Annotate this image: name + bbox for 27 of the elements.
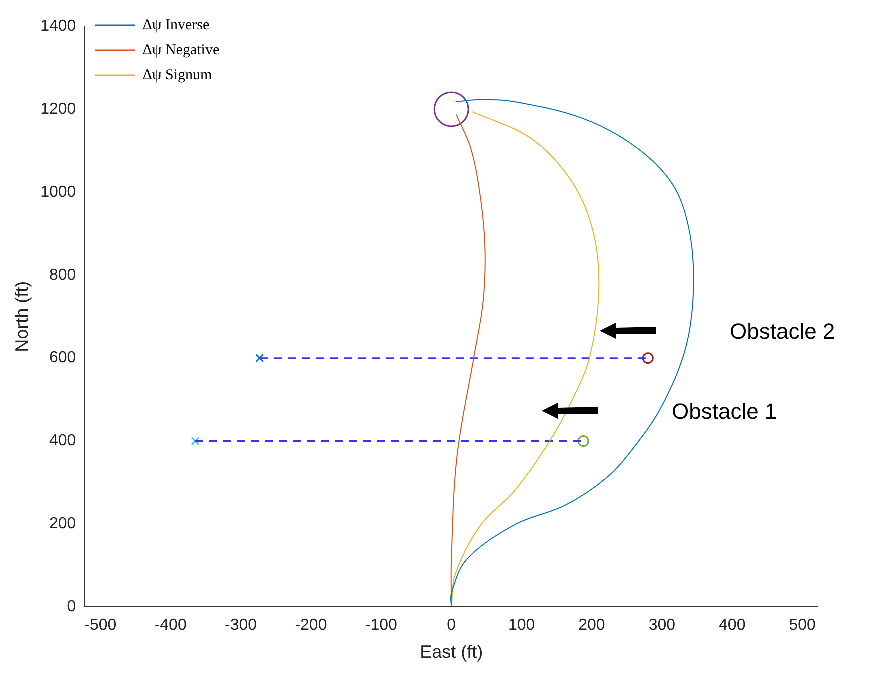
x-tick-label: -500 [84, 617, 117, 634]
x-tick-label: 0 [447, 617, 456, 634]
x-tick-label: 400 [719, 617, 746, 634]
x-tick-label: -200 [295, 617, 328, 634]
legend-label: Δψ Inverse [142, 17, 210, 34]
y-tick-label: 400 [49, 432, 76, 450]
y-axis-title: North (ft) [12, 281, 32, 352]
y-tick-label: 1000 [40, 184, 76, 201]
y-tick-label: 1400 [40, 18, 76, 35]
x-tick-label: -300 [225, 617, 258, 634]
x-tick-label: 100 [508, 617, 536, 634]
legend-label: Δψ Signum [142, 67, 212, 84]
y-tick-label: 0 [67, 598, 76, 616]
y-tick-label: 800 [49, 266, 76, 284]
y-tick-label: 200 [49, 516, 76, 533]
x-tick-label: -400 [154, 617, 187, 634]
x-tick-label: 500 [789, 617, 816, 634]
line-series [451, 111, 600, 608]
x-axis-title: East (ft) [420, 642, 484, 662]
x-tick-label: 300 [648, 617, 676, 634]
legend-label: Δψ Negative [142, 42, 220, 58]
annotation: Obstacle 2 [730, 319, 836, 344]
y-tick-label: 600 [49, 350, 76, 367]
x-tick-label: -100 [365, 617, 398, 634]
x-tick-label: 200 [578, 617, 606, 634]
y-tick-label: 1200 [40, 100, 76, 118]
annotation: Obstacle 1 [672, 399, 778, 424]
